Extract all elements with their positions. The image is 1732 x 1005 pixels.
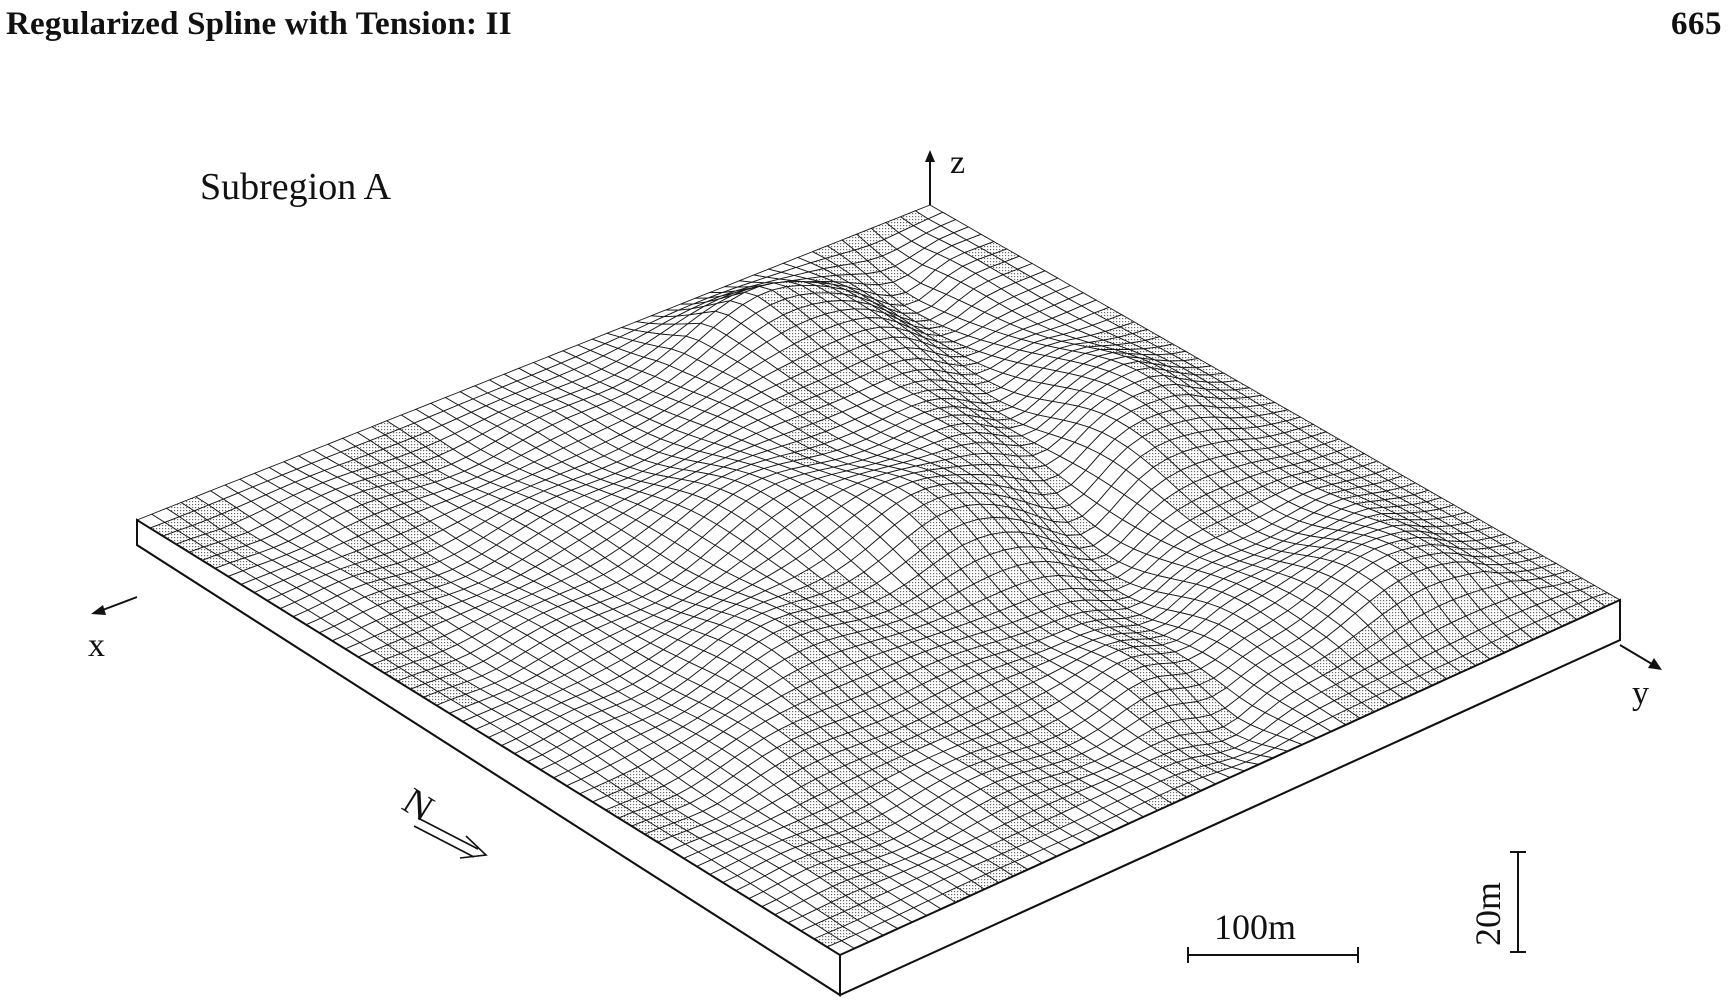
x-axis-label: x xyxy=(88,627,105,664)
vertical-scale-label: 20m xyxy=(1468,882,1508,946)
north-arrow: N xyxy=(395,780,488,859)
page-number: 665 xyxy=(1671,5,1722,42)
y-axis xyxy=(1619,644,1662,670)
z-axis xyxy=(925,150,935,205)
z-axis-label: z xyxy=(950,144,965,181)
horizontal-scale-bar: 100m xyxy=(1187,907,1359,963)
terrain-mesh xyxy=(136,204,1621,997)
y-axis-arrow-icon xyxy=(1648,658,1662,670)
vertical-scale-bar: 20m xyxy=(1468,851,1526,953)
x-axis-arrow-icon xyxy=(91,605,106,615)
north-arrow-icon xyxy=(413,817,488,859)
x-axis xyxy=(91,596,138,615)
z-axis-arrow-icon xyxy=(925,150,935,162)
running-header: Regularized Spline with Tension: II 665 xyxy=(6,4,1722,44)
subregion-label: Subregion A xyxy=(200,166,392,208)
running-title: Regularized Spline with Tension: II xyxy=(6,5,512,42)
horizontal-scale-label: 100m xyxy=(1214,907,1296,947)
y-axis-label: y xyxy=(1632,675,1649,712)
north-label: N xyxy=(395,780,441,830)
